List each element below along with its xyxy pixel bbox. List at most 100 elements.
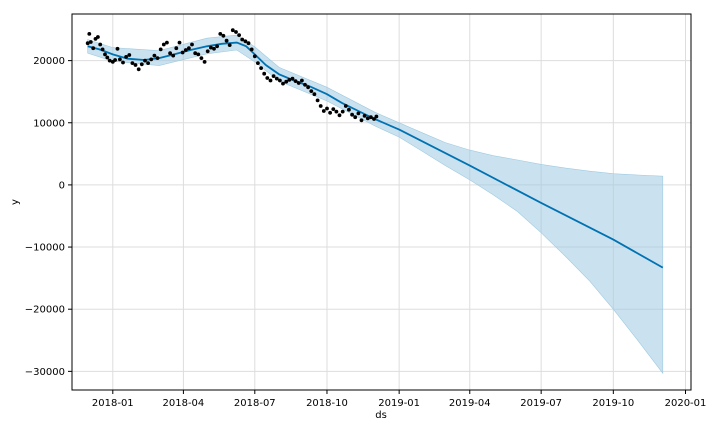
y-tick-label: −20000 bbox=[25, 305, 65, 316]
observed-point bbox=[337, 113, 342, 118]
observed-point bbox=[230, 28, 235, 33]
observed-point bbox=[115, 46, 120, 51]
observed-point bbox=[259, 66, 263, 70]
observed-point bbox=[168, 51, 173, 56]
observed-point bbox=[372, 117, 376, 121]
observed-point bbox=[155, 56, 160, 60]
observed-point bbox=[174, 46, 179, 51]
observed-point bbox=[287, 78, 292, 82]
observed-point bbox=[152, 53, 157, 58]
observed-point bbox=[347, 107, 351, 112]
observed-point bbox=[300, 78, 304, 83]
observed-point bbox=[171, 53, 176, 58]
observed-point bbox=[365, 116, 370, 121]
observed-point bbox=[252, 54, 257, 59]
observed-point bbox=[183, 48, 188, 52]
observed-point bbox=[284, 79, 289, 84]
observed-point bbox=[318, 104, 323, 108]
observed-point bbox=[88, 40, 93, 44]
observed-point bbox=[118, 57, 122, 62]
observed-point bbox=[243, 39, 248, 44]
observed-point bbox=[369, 115, 373, 120]
observed-point bbox=[343, 104, 348, 108]
observed-point bbox=[221, 33, 226, 38]
observed-point bbox=[321, 109, 326, 113]
observed-point bbox=[281, 81, 285, 86]
observed-point bbox=[353, 115, 358, 120]
observed-point bbox=[224, 38, 229, 43]
observed-point bbox=[199, 56, 204, 60]
observed-point bbox=[127, 53, 132, 57]
observed-point bbox=[293, 79, 298, 83]
observed-point bbox=[234, 30, 238, 34]
x-axis-label: ds bbox=[375, 410, 387, 421]
observed-point bbox=[325, 106, 329, 111]
observed-point bbox=[312, 92, 317, 97]
observed-point bbox=[240, 37, 245, 42]
forecast-line bbox=[87, 41, 664, 269]
observed-point bbox=[100, 47, 105, 52]
observed-point bbox=[362, 114, 367, 118]
observed-point bbox=[130, 61, 135, 65]
observed-point bbox=[309, 89, 314, 93]
observed-point bbox=[237, 33, 242, 37]
observed-point bbox=[87, 32, 92, 36]
observed-point bbox=[187, 46, 191, 51]
observed-point bbox=[227, 43, 232, 47]
observed-point bbox=[98, 42, 103, 47]
observed-point bbox=[177, 40, 182, 45]
observed-point bbox=[209, 45, 213, 50]
observed-point bbox=[215, 44, 220, 49]
observed-point bbox=[303, 82, 307, 87]
observed-point bbox=[306, 85, 310, 90]
observed-point bbox=[249, 47, 254, 52]
x-tick-label: 2018-04 bbox=[163, 398, 205, 409]
y-tick-label: −10000 bbox=[25, 243, 65, 254]
observed-point bbox=[374, 114, 379, 119]
observed-point bbox=[121, 60, 125, 65]
y-tick-label: −30000 bbox=[25, 367, 65, 378]
observed-point bbox=[328, 110, 332, 115]
observed-point bbox=[146, 61, 151, 65]
x-tick-label: 2019-04 bbox=[449, 398, 491, 409]
observed-point bbox=[196, 52, 201, 57]
x-tick-label: 2019-01 bbox=[378, 398, 420, 409]
observed-point bbox=[262, 71, 267, 76]
observed-point bbox=[218, 32, 223, 36]
forecast-line-layer bbox=[87, 41, 664, 269]
observed-point bbox=[96, 35, 100, 39]
observed-point bbox=[105, 55, 110, 60]
observed-point bbox=[180, 50, 185, 55]
observed-point bbox=[124, 55, 128, 59]
observed-point bbox=[256, 61, 260, 65]
observed-point bbox=[340, 109, 345, 114]
observed-point bbox=[85, 41, 90, 46]
x-tick-label: 2018-01 bbox=[92, 398, 134, 409]
observed-point bbox=[165, 40, 169, 45]
observed-point bbox=[334, 109, 339, 114]
plot-area-frame bbox=[71, 13, 692, 391]
observed-point bbox=[190, 42, 194, 47]
observed-point bbox=[202, 60, 207, 64]
observed-point bbox=[350, 112, 354, 117]
x-tick-label: 2018-07 bbox=[234, 398, 276, 409]
y-axis-label: y bbox=[10, 199, 21, 205]
observed-point bbox=[271, 74, 276, 78]
observed-point bbox=[356, 111, 361, 116]
observed-point bbox=[136, 67, 141, 72]
x-tick-label: 2020-01 bbox=[665, 398, 707, 409]
observed-point bbox=[246, 41, 251, 46]
observed-point bbox=[103, 52, 107, 57]
observed-point bbox=[205, 49, 210, 54]
observed-point bbox=[139, 62, 144, 67]
x-tick-label: 2018-10 bbox=[306, 398, 348, 409]
x-tick-label: 2019-10 bbox=[592, 398, 634, 409]
y-tick-label: 20000 bbox=[33, 56, 65, 67]
observed-point bbox=[268, 78, 273, 83]
x-tick-label: 2019-07 bbox=[520, 398, 562, 409]
observed-point bbox=[315, 98, 320, 103]
observed-point bbox=[143, 58, 147, 63]
observed-point bbox=[158, 47, 163, 52]
y-tick-label: 0 bbox=[59, 180, 65, 191]
